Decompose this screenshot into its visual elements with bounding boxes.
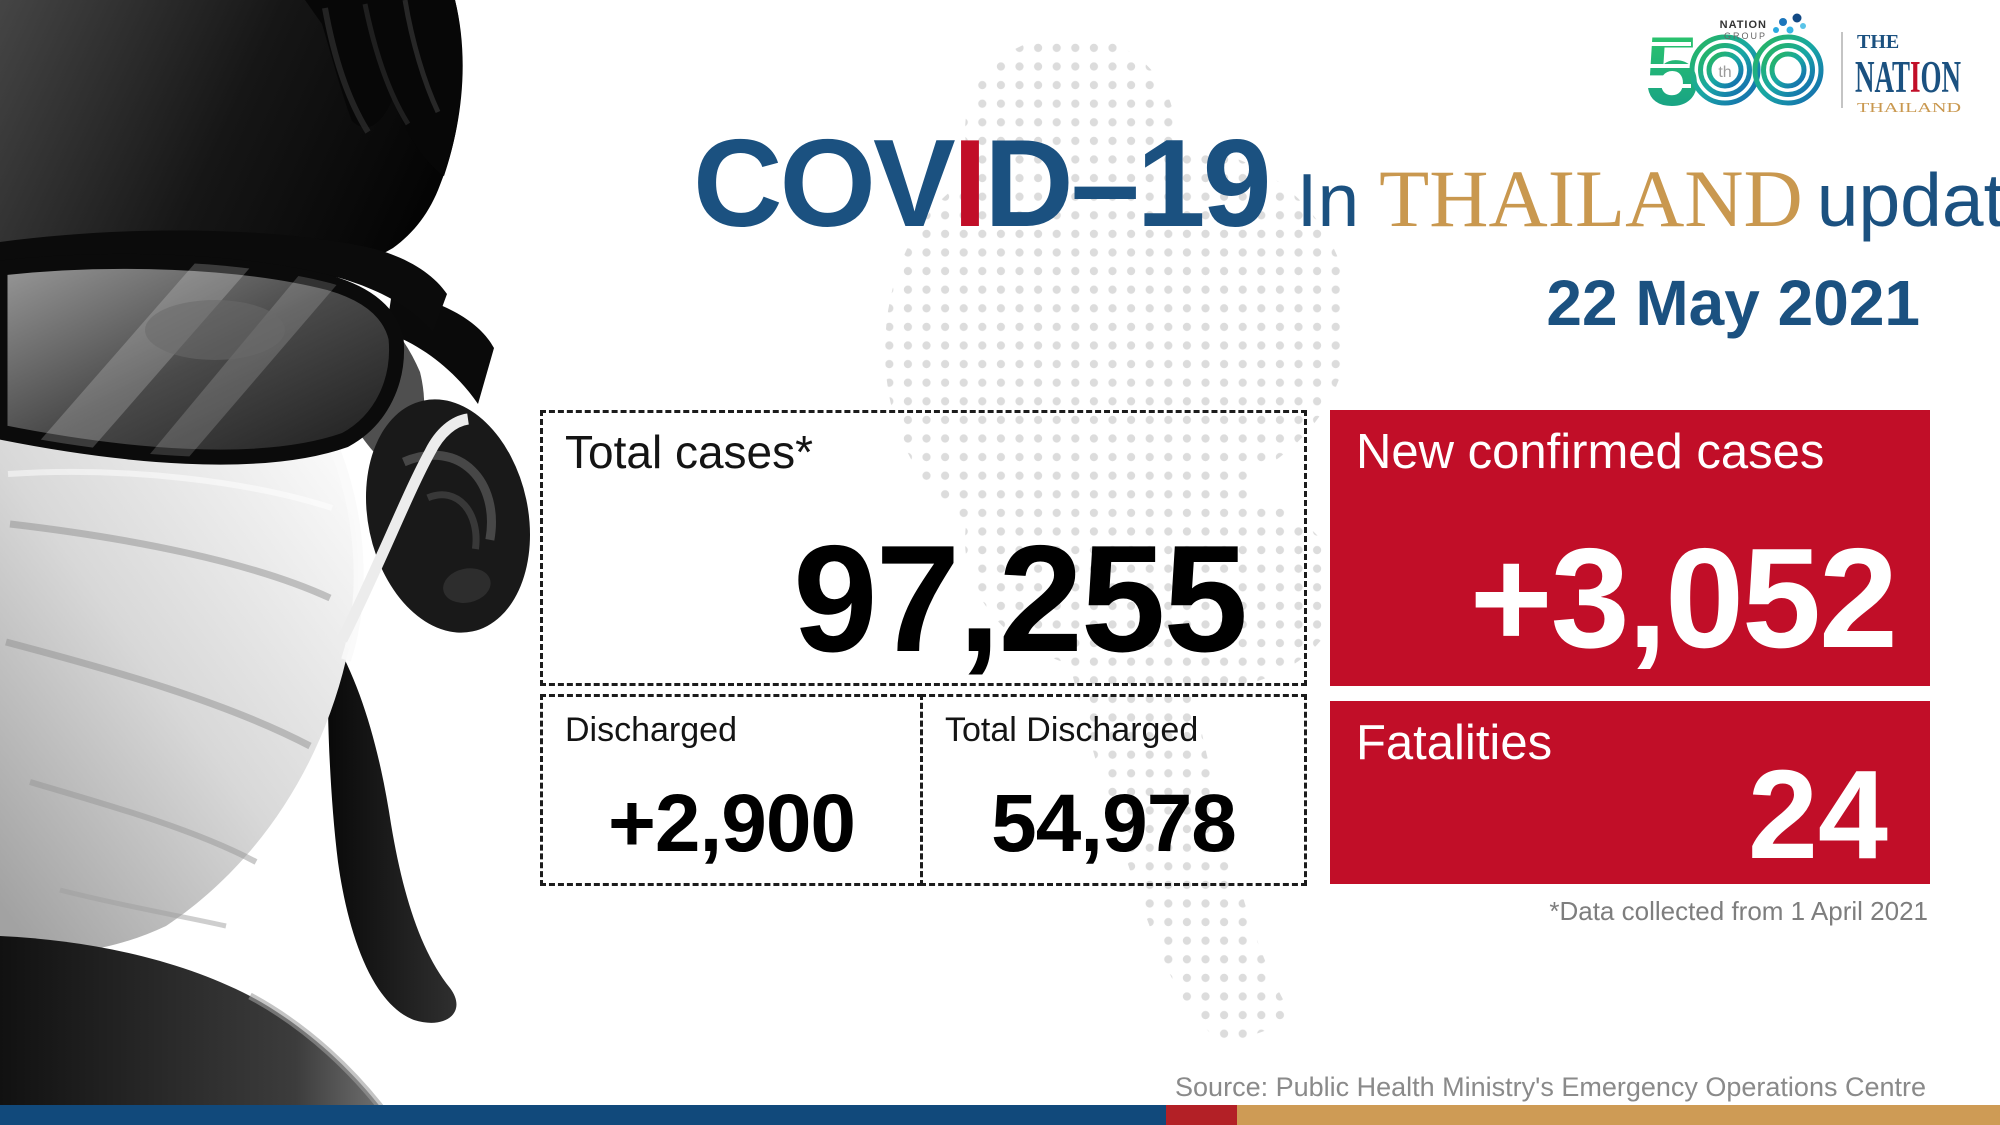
ear <box>365 399 531 633</box>
the-nation-wordmark: THE NATION THAILAND <box>1855 31 1961 116</box>
nation-group-line1: NATION <box>1720 19 1767 31</box>
logo-divider <box>1841 32 1843 108</box>
thailand-dot-map <box>885 35 1350 1045</box>
neck <box>327 636 457 1023</box>
brand-country: THAILAND <box>1857 101 1961 116</box>
new-confirmed-cases-value: +3,052 <box>1469 519 1898 678</box>
hair <box>305 0 463 176</box>
sunglasses <box>0 230 494 465</box>
shoulder <box>0 936 397 1125</box>
title-in: In <box>1296 158 1360 242</box>
nation-group-line2: GROUP <box>1724 31 1767 41</box>
source-credit: Source: Public Health Ministry's Emergen… <box>1175 1072 1926 1102</box>
nation-group-dots-icon <box>1773 13 1806 34</box>
fatalities-label: Fatalities <box>1356 716 1553 770</box>
anniversary-suffix: th <box>1718 64 1731 81</box>
total-discharged-box: Total Discharged 54,978 <box>920 694 1307 886</box>
total-cases-box: Total cases* 97,255 <box>540 410 1307 686</box>
footer-bar-gold <box>1237 1105 2000 1125</box>
masked-person-illustration <box>0 0 531 1125</box>
title-update: update <box>1816 158 2000 242</box>
face-mask <box>0 404 364 955</box>
data-collection-note: *Data collected from 1 April 2021 <box>1549 896 1928 926</box>
title-covid: COVID–19 <box>693 115 1272 253</box>
total-discharged-value: 54,978 <box>991 778 1237 869</box>
brand-the: THE <box>1857 31 1899 53</box>
report-date: 22 May 2021 <box>1546 267 1920 339</box>
discharged-label: Discharged <box>565 711 737 749</box>
total-discharged-label: Total Discharged <box>945 711 1199 749</box>
total-cases-value: 97,255 <box>793 514 1248 684</box>
fatalities-value: 24 <box>1747 744 1888 885</box>
anniversary-50th-mark: 5 th NATION GROUP <box>1645 13 1824 126</box>
discharged-value: +2,900 <box>607 778 856 869</box>
fatalities-box: Fatalities 24 <box>1330 701 1930 884</box>
mask-ear-loop <box>337 413 470 643</box>
nation-thailand-logo: 5 th NATION GROUP <box>1645 13 1961 126</box>
footer-bar-red <box>1166 1105 1237 1125</box>
new-confirmed-cases-box: New confirmed cases +3,052 <box>1330 410 1930 686</box>
svg-text:NATION: NATION <box>1855 52 1961 102</box>
new-confirmed-cases-label: New confirmed cases <box>1356 425 1825 479</box>
title-red-i: I <box>952 115 987 253</box>
discharged-box: Discharged +2,900 <box>540 694 923 886</box>
total-cases-label: Total cases* <box>565 426 814 478</box>
title-country: THAILAND <box>1379 153 1803 244</box>
page-title: COVID–19 In THAILAND update <box>693 116 2000 252</box>
footer-bar-blue <box>0 1105 1166 1125</box>
